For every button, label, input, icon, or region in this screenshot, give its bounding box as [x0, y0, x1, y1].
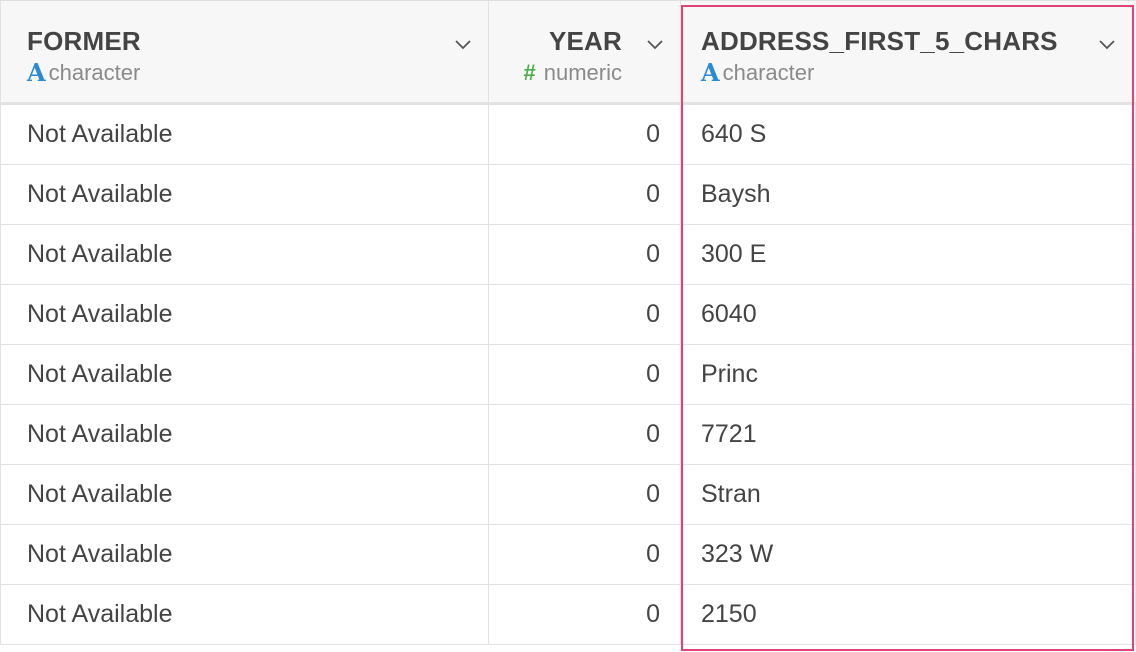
table-row[interactable]: Not Available 0 323 W: [0, 525, 1136, 585]
chevron-down-icon[interactable]: [1098, 35, 1116, 53]
cell-address[interactable]: 640 S: [681, 105, 1136, 164]
chevron-down-icon[interactable]: [454, 35, 472, 53]
cell-former[interactable]: Not Available: [0, 585, 489, 644]
column-header-address-first-5-chars[interactable]: ADDRESS_FIRST_5_CHARS A character: [681, 1, 1136, 102]
cell-address[interactable]: Stran: [681, 465, 1136, 524]
numeric-type-icon: #: [523, 60, 536, 85]
column-name: YEAR: [548, 26, 622, 56]
column-type-label: character: [48, 60, 141, 85]
column-header-year[interactable]: YEAR # numeric: [489, 1, 681, 102]
cell-former[interactable]: Not Available: [0, 405, 489, 464]
character-type-icon: A: [27, 58, 46, 87]
cell-former[interactable]: Not Available: [0, 465, 489, 524]
character-type-icon: A: [701, 58, 720, 87]
cell-former[interactable]: Not Available: [0, 225, 489, 284]
cell-year[interactable]: 0: [489, 465, 681, 524]
cell-year[interactable]: 0: [489, 525, 681, 584]
cell-address[interactable]: 2150: [681, 585, 1136, 644]
column-header-former[interactable]: FORMER A character: [0, 1, 489, 102]
cell-address[interactable]: 323 W: [681, 525, 1136, 584]
cell-former[interactable]: Not Available: [0, 285, 489, 344]
cell-former[interactable]: Not Available: [0, 525, 489, 584]
cell-address[interactable]: Baysh: [681, 165, 1136, 224]
cell-year[interactable]: 0: [489, 405, 681, 464]
table-row[interactable]: Not Available 0 640 S: [0, 105, 1136, 165]
column-type-label: character: [722, 60, 815, 85]
cell-year[interactable]: 0: [489, 345, 681, 404]
table-row[interactable]: Not Available 0 2150: [0, 585, 1136, 645]
cell-address[interactable]: 6040: [681, 285, 1136, 344]
cell-year[interactable]: 0: [489, 105, 681, 164]
column-type-label: numeric: [543, 60, 622, 85]
column-type: A character: [701, 59, 1136, 87]
cell-year[interactable]: 0: [489, 285, 681, 344]
table-row[interactable]: Not Available 0 7721: [0, 405, 1136, 465]
cell-former[interactable]: Not Available: [0, 105, 489, 164]
cell-address[interactable]: 7721: [681, 405, 1136, 464]
chevron-down-icon[interactable]: [646, 35, 664, 53]
table-row[interactable]: Not Available 0 Princ: [0, 345, 1136, 405]
column-name: FORMER: [27, 26, 141, 56]
column-type: # numeric: [489, 59, 623, 87]
cell-address[interactable]: 300 E: [681, 225, 1136, 284]
cell-former[interactable]: Not Available: [0, 345, 489, 404]
table-row[interactable]: Not Available 0 Stran: [0, 465, 1136, 525]
cell-year[interactable]: 0: [489, 225, 681, 284]
cell-former[interactable]: Not Available: [0, 165, 489, 224]
table-header: FORMER A character YEAR # numeric ADDRES…: [0, 1, 1136, 105]
table-body: Not Available 0 640 S Not Available 0 Ba…: [0, 105, 1136, 645]
table-row[interactable]: Not Available 0 300 E: [0, 225, 1136, 285]
column-type: A character: [27, 59, 488, 87]
cell-address[interactable]: Princ: [681, 345, 1136, 404]
cell-year[interactable]: 0: [489, 165, 681, 224]
column-name: ADDRESS_FIRST_5_CHARS: [701, 26, 1058, 56]
table-row[interactable]: Not Available 0 6040: [0, 285, 1136, 345]
cell-year[interactable]: 0: [489, 585, 681, 644]
table-row[interactable]: Not Available 0 Baysh: [0, 165, 1136, 225]
